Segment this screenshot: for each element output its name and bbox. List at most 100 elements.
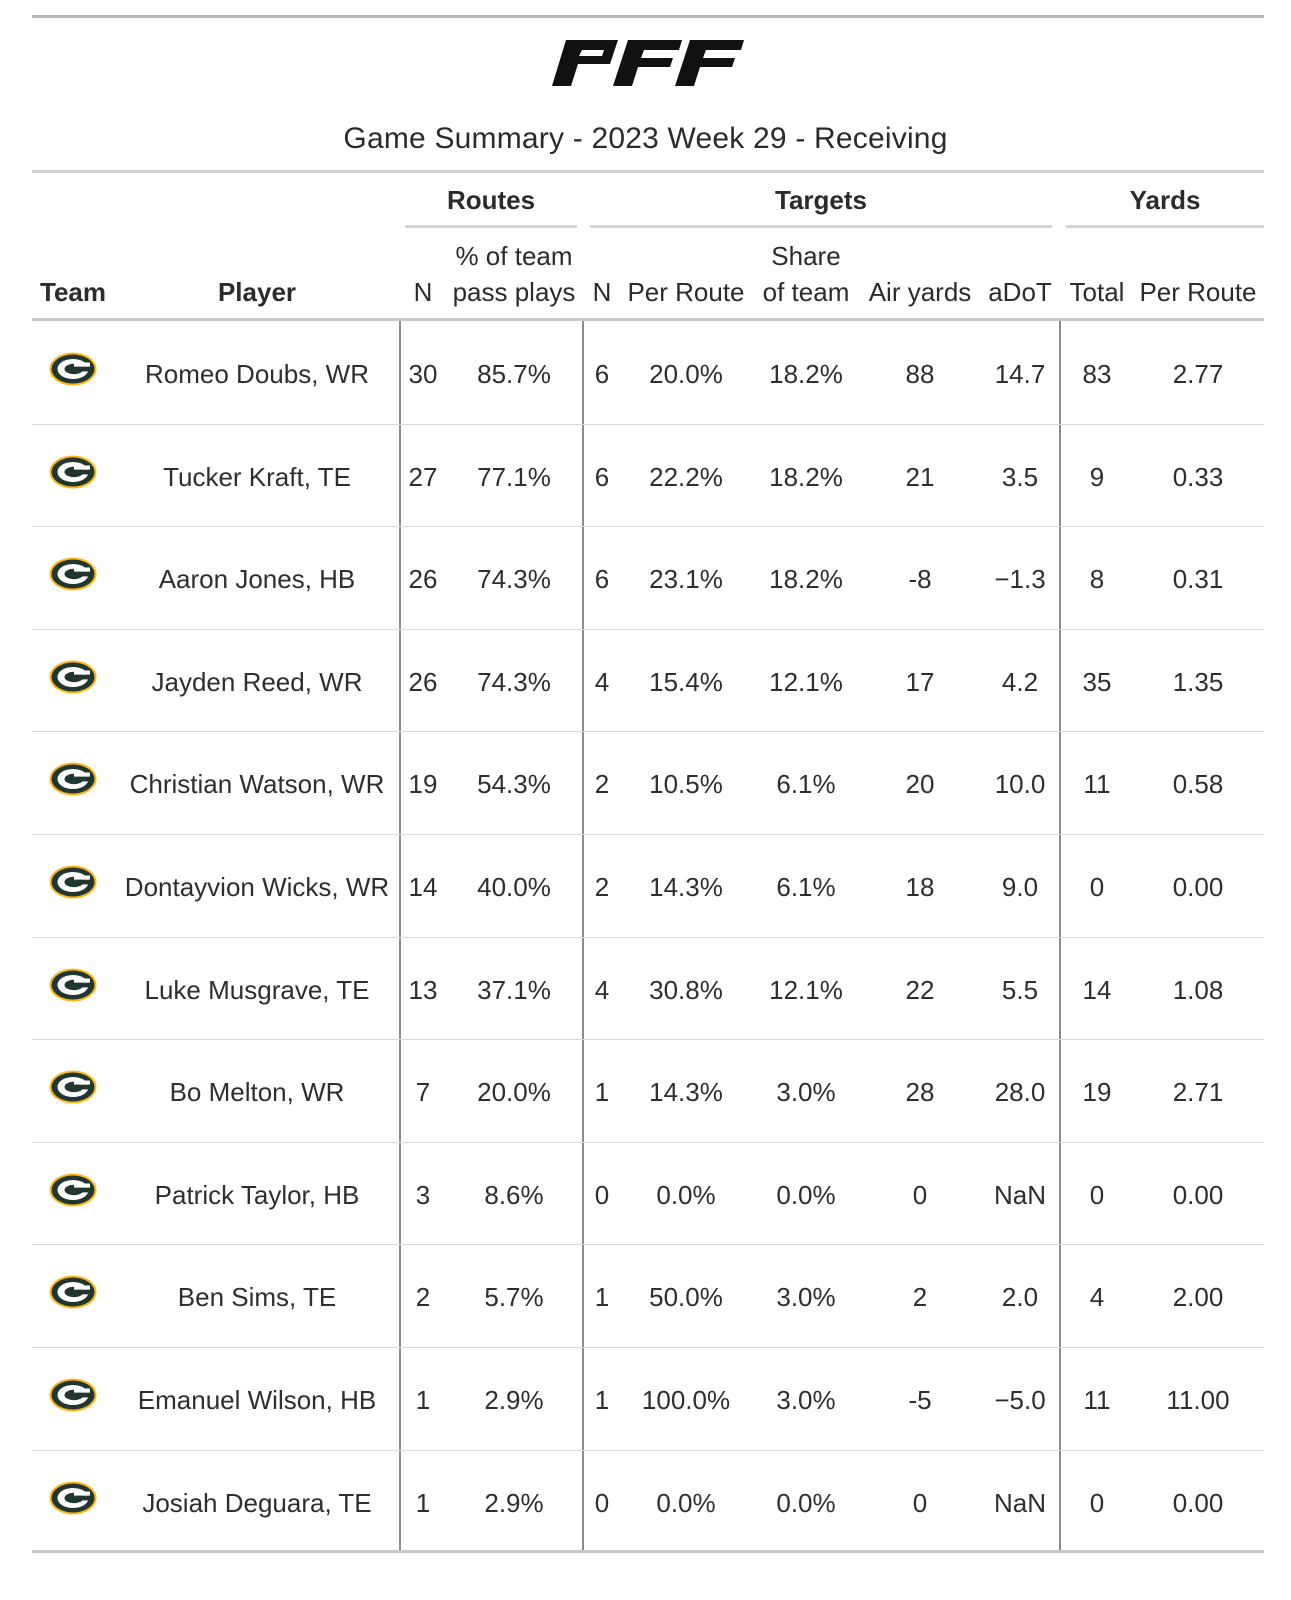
cell-yds: 0 bbox=[1089, 1179, 1105, 1210]
cell-tgt-pr: 14.3% bbox=[649, 1077, 723, 1108]
cell-ypr: 0.00 bbox=[1172, 1179, 1224, 1210]
cell-yds: 35 bbox=[1082, 666, 1112, 697]
cell-player: Tucker Kraft, TE bbox=[163, 461, 351, 492]
row-divider bbox=[32, 1450, 1264, 1451]
cell-pct: 74.3% bbox=[477, 564, 551, 595]
cell-air: 20 bbox=[905, 769, 935, 800]
cell-yds: 14 bbox=[1082, 974, 1112, 1005]
cell-air: 22 bbox=[905, 974, 935, 1005]
cell-tgt-n: 2 bbox=[594, 872, 610, 902]
cell-yds: 0 bbox=[1089, 872, 1105, 902]
group-yards: Yards bbox=[1129, 185, 1201, 215]
cell-share: 6.1% bbox=[776, 769, 836, 800]
cell-air: 0 bbox=[912, 1487, 928, 1518]
cell-adot: −1.3 bbox=[994, 564, 1046, 595]
packers-g-logo-icon bbox=[49, 1070, 97, 1104]
cell-tgt-pr: 50.0% bbox=[649, 1282, 723, 1313]
cell-air: 88 bbox=[905, 359, 935, 389]
row-divider bbox=[32, 1142, 1264, 1143]
cell-pct: 2.9% bbox=[484, 1487, 544, 1518]
cell-pct: 77.1% bbox=[477, 461, 551, 492]
cell-player: Jayden Reed, WR bbox=[151, 666, 363, 697]
cell-share: 6.1% bbox=[776, 872, 836, 902]
separator-yards bbox=[1059, 321, 1061, 1551]
packers-g-logo-icon bbox=[49, 1275, 97, 1309]
cell-adot: NaN bbox=[993, 1179, 1046, 1210]
header-adot: aDoT bbox=[988, 277, 1052, 307]
cell-player: Christian Watson, WR bbox=[129, 769, 385, 800]
cell-player: Ben Sims, TE bbox=[177, 1282, 337, 1313]
cell-tgt-pr: 0.0% bbox=[656, 1179, 716, 1210]
cell-tgt-n: 1 bbox=[594, 1385, 610, 1415]
cell-routes-n: 19 bbox=[408, 769, 438, 800]
header-yards-total: Total bbox=[1069, 277, 1125, 307]
header-divider bbox=[32, 318, 1264, 321]
cell-tgt-n: 6 bbox=[594, 359, 610, 389]
cell-routes-n: 7 bbox=[415, 1077, 431, 1108]
cell-tgt-n: 1 bbox=[594, 1077, 610, 1108]
row-divider bbox=[32, 834, 1264, 835]
cell-player: Luke Musgrave, TE bbox=[144, 974, 370, 1005]
cell-adot: 9.0 bbox=[1001, 872, 1039, 902]
cell-tgt-pr: 100.0% bbox=[641, 1385, 731, 1415]
cell-adot: 5.5 bbox=[1001, 974, 1039, 1005]
cell-pct: 74.3% bbox=[477, 666, 551, 697]
cell-ypr: 0.58 bbox=[1172, 769, 1224, 800]
cell-tgt-n: 0 bbox=[594, 1179, 610, 1210]
cell-tgt-pr: 0.0% bbox=[656, 1487, 716, 1518]
group-yards-underline bbox=[1066, 225, 1264, 228]
cell-adot: −5.0 bbox=[994, 1385, 1046, 1415]
packers-g-logo-icon bbox=[49, 1378, 97, 1412]
packers-g-logo-icon bbox=[49, 557, 97, 591]
row-divider bbox=[32, 1347, 1264, 1348]
row-divider bbox=[32, 1039, 1264, 1040]
cell-routes-n: 27 bbox=[408, 461, 438, 492]
header-targets-per-route: Per Route bbox=[627, 277, 745, 307]
cell-adot: NaN bbox=[993, 1487, 1046, 1518]
cell-adot: 10.0 bbox=[994, 769, 1046, 800]
cell-ypr: 0.31 bbox=[1172, 564, 1224, 595]
cell-ypr: 0.00 bbox=[1172, 1487, 1224, 1518]
cell-pct: 5.7% bbox=[484, 1282, 544, 1313]
cell-yds: 4 bbox=[1089, 1282, 1105, 1313]
cell-routes-n: 14 bbox=[408, 872, 438, 902]
cell-tgt-pr: 23.1% bbox=[649, 564, 723, 595]
cell-air: -5 bbox=[908, 1385, 932, 1415]
cell-ypr: 2.00 bbox=[1172, 1282, 1224, 1313]
packers-g-logo-icon bbox=[49, 865, 97, 899]
row-divider bbox=[32, 629, 1264, 630]
cell-player: Bo Melton, WR bbox=[169, 1077, 345, 1108]
cell-share: 0.0% bbox=[776, 1179, 836, 1210]
cell-pct: 8.6% bbox=[484, 1179, 544, 1210]
cell-air: 2 bbox=[912, 1282, 928, 1313]
packers-g-logo-icon bbox=[49, 762, 97, 796]
header-share-line1: Share bbox=[771, 241, 841, 271]
header-routes-n: N bbox=[413, 277, 433, 307]
cell-routes-n: 30 bbox=[408, 359, 438, 389]
cell-player: Dontayvion Wicks, WR bbox=[124, 872, 390, 902]
cell-air: 28 bbox=[905, 1077, 935, 1108]
cell-pct: 85.7% bbox=[477, 359, 551, 389]
cell-adot: 28.0 bbox=[994, 1077, 1046, 1108]
row-divider bbox=[32, 526, 1264, 527]
cell-routes-n: 26 bbox=[408, 666, 438, 697]
cell-yds: 11 bbox=[1083, 769, 1111, 800]
separator-targets bbox=[582, 321, 584, 1551]
cell-ypr: 1.35 bbox=[1172, 666, 1224, 697]
cell-ypr: 1.08 bbox=[1172, 974, 1224, 1005]
cell-yds: 9 bbox=[1089, 461, 1105, 492]
cell-player: Emanuel Wilson, HB bbox=[137, 1385, 377, 1415]
cell-tgt-pr: 22.2% bbox=[649, 461, 723, 492]
group-targets-underline bbox=[590, 225, 1052, 228]
cell-yds: 83 bbox=[1082, 359, 1112, 389]
packers-g-logo-icon bbox=[49, 968, 97, 1002]
packers-g-logo-icon bbox=[49, 455, 97, 489]
cell-pct: 54.3% bbox=[477, 769, 551, 800]
cell-air: 0 bbox=[912, 1179, 928, 1210]
group-routes: Routes bbox=[446, 185, 536, 215]
cell-air: -8 bbox=[908, 564, 932, 595]
cell-share: 12.1% bbox=[769, 666, 843, 697]
header-player: Player bbox=[217, 277, 297, 307]
cell-player: Aaron Jones, HB bbox=[158, 564, 356, 595]
cell-routes-n: 26 bbox=[408, 564, 438, 595]
